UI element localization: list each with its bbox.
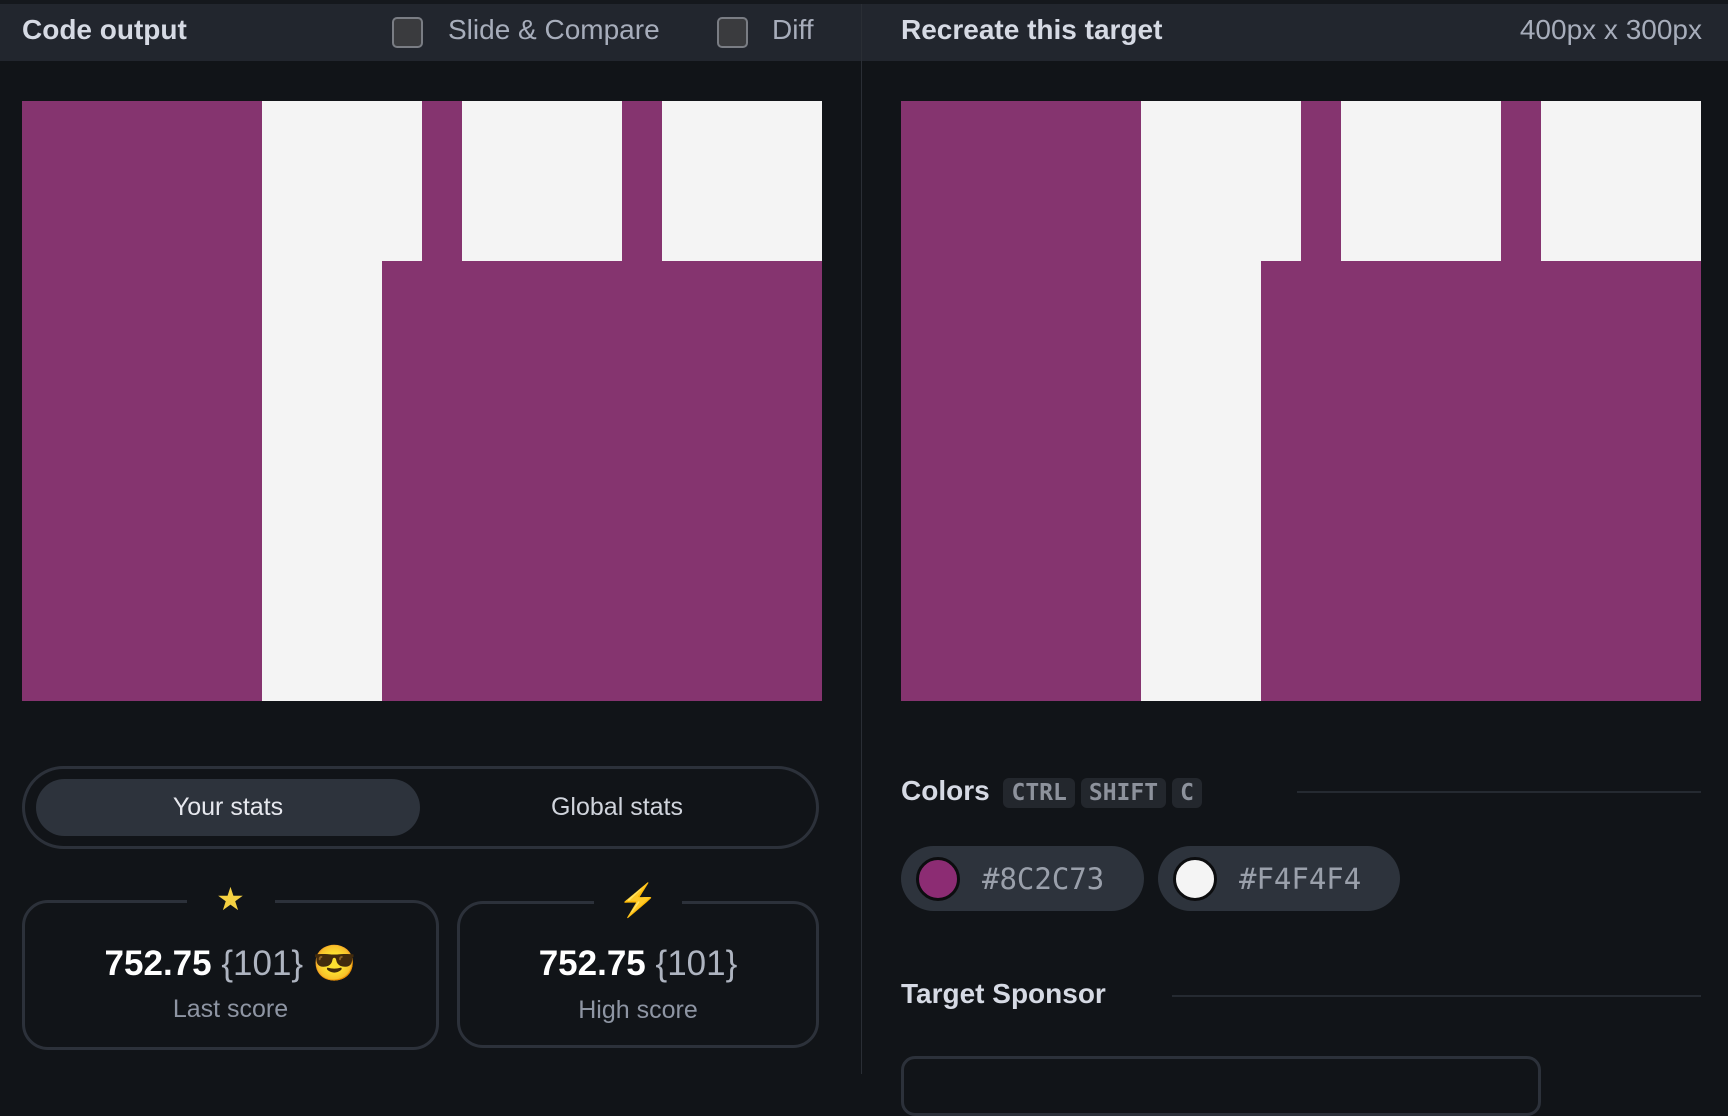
code-output-title: Code output — [22, 14, 187, 45]
sunglasses-emoji-icon: 😎 — [312, 944, 357, 983]
target-title: Recreate this target — [901, 14, 1163, 45]
tab-global-stats[interactable]: Global stats — [550, 793, 683, 821]
slide-compare-label[interactable]: Slide & Compare — [448, 14, 660, 45]
color-chip-purple[interactable]: #8C2C73 — [901, 846, 1144, 911]
lightning-icon: ⚡ — [594, 874, 682, 926]
shape-stripe-1 — [1301, 101, 1341, 261]
tab-your-stats[interactable]: Your stats — [36, 779, 420, 836]
shape-left-bar — [901, 101, 1141, 701]
color-chip-white[interactable]: #F4F4F4 — [1158, 846, 1400, 911]
color-swatch — [1173, 856, 1217, 901]
kbd-ctrl: CTRL — [1003, 777, 1075, 808]
code-output-header: Code output Slide & Compare Diff — [0, 4, 861, 61]
color-swatch — [916, 856, 960, 901]
stats-toggle: Your stats Global stats — [22, 766, 819, 849]
sponsor-title: Target Sponsor — [901, 978, 1106, 1009]
colors-divider — [1297, 791, 1701, 793]
shape-block — [382, 261, 822, 701]
high-score-value: 752.75 — [538, 944, 646, 983]
kbd-shift: SHIFT — [1080, 777, 1167, 808]
color-hex: #F4F4F4 — [1239, 861, 1362, 896]
target-dimensions: 400px x 300px — [1519, 14, 1702, 45]
sponsor-box[interactable] — [901, 1056, 1541, 1116]
shape-stripe-2 — [622, 101, 662, 261]
shape-stripe-1 — [422, 101, 462, 261]
panel-divider — [861, 4, 862, 1074]
shape-left-bar — [22, 101, 262, 701]
target-header: Recreate this target 400px x 300px — [862, 4, 1728, 61]
colors-section-title: Colors CTRL SHIFT C — [901, 775, 1202, 808]
high-score-label: High score — [578, 996, 698, 1024]
diff-checkbox[interactable] — [717, 17, 748, 48]
diff-label[interactable]: Diff — [772, 14, 814, 45]
top-strip — [0, 0, 1728, 4]
last-score-count: {101} — [221, 944, 304, 983]
high-score-card: ⚡ 752.75 {101} High score — [457, 874, 819, 1048]
sponsor-divider — [1172, 995, 1701, 997]
kbd-c: C — [1172, 777, 1202, 808]
colors-title: Colors — [901, 775, 990, 806]
target-canvas — [901, 101, 1701, 701]
star-icon: ★ — [186, 873, 275, 925]
high-score-count: {101} — [655, 944, 738, 983]
last-score-card: ★ 752.75 {101} 😎 Last score — [22, 873, 439, 1050]
slide-compare-checkbox[interactable] — [392, 17, 423, 48]
code-output-canvas — [22, 101, 822, 701]
last-score-label: Last score — [172, 995, 289, 1023]
shape-stripe-2 — [1501, 101, 1541, 261]
shape-block — [1261, 261, 1701, 701]
color-hex: #8C2C73 — [982, 861, 1105, 896]
last-score-value: 752.75 — [104, 944, 212, 983]
